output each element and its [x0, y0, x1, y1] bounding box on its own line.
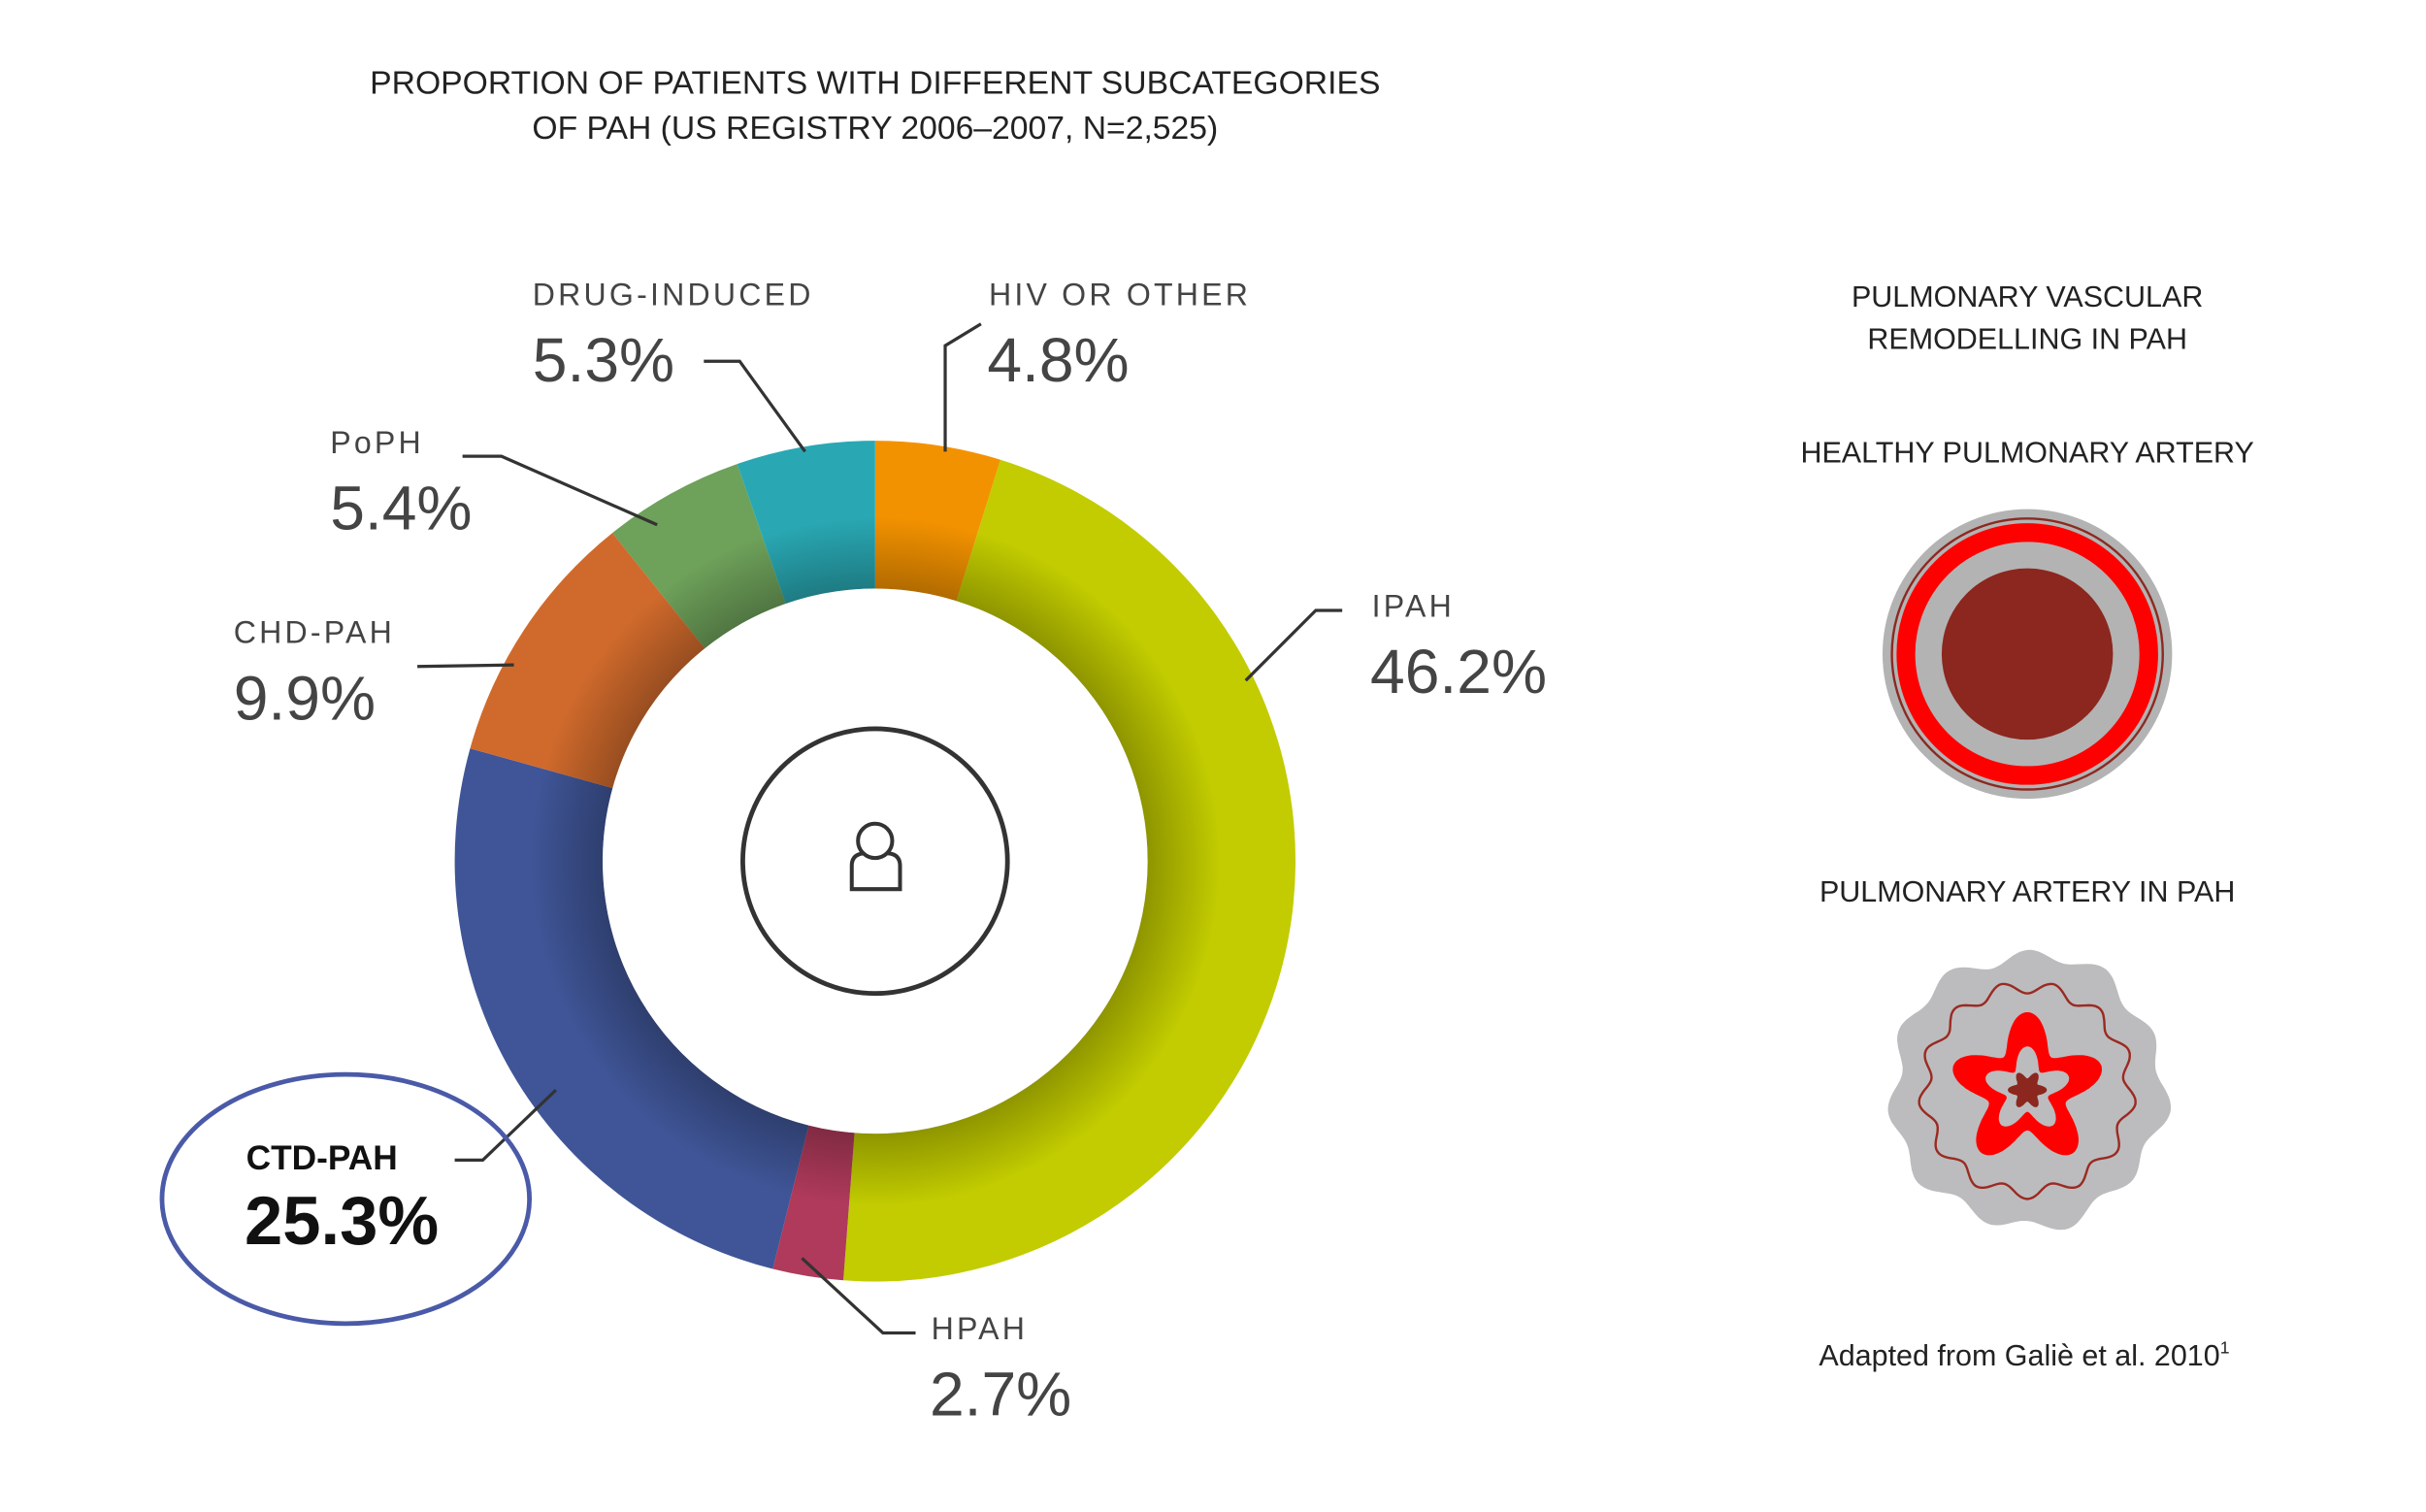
- value-chd: 9.9%: [234, 663, 376, 733]
- label-poph: PoPH: [330, 425, 424, 460]
- side-title-line-1: PULMONARY VASCULAR: [1852, 280, 2203, 313]
- source-superscript: 1: [2220, 1337, 2230, 1357]
- leader-ipah: [1244, 608, 1343, 682]
- side-title-line-2: REMODELLING IN PAH: [1867, 322, 2187, 355]
- healthy-artery-label: HEALTHY PULMONARY ARTERY: [1800, 437, 2253, 470]
- pah-artery-illustration: [1887, 949, 2172, 1231]
- value-drug-induced: 5.3%: [533, 325, 674, 395]
- pah-artery-label: PULMONARY ARTERY IN PAH: [1820, 875, 2235, 908]
- value-ctd: 25.3%: [245, 1182, 439, 1259]
- label-hpah: HPAH: [932, 1311, 1029, 1346]
- value-ipah: 46.2%: [1370, 637, 1547, 707]
- healthy-artery-illustration: [1882, 509, 2173, 800]
- leader-poph: [462, 454, 658, 527]
- value-hiv: 4.8%: [987, 325, 1129, 395]
- leader-hiv: [943, 322, 982, 452]
- pah-wavy-lamina: [1918, 982, 2137, 1200]
- label-ipah: IPAH: [1372, 588, 1455, 623]
- chart-title-line-1: PROPORTION OF PATIENTS WITH DIFFERENT SU…: [370, 65, 1380, 101]
- chart-title-line-2: OF PAH (US REGISTRY 2006–2007, N=2,525): [532, 111, 1218, 147]
- center-circle: [740, 726, 1010, 997]
- value-hpah: 2.7%: [930, 1360, 1071, 1430]
- leader-ctd: [454, 1089, 557, 1162]
- leader-chd: [417, 663, 514, 669]
- person-icon: [849, 821, 902, 892]
- source-citation: Adapted from Galiè et al. 20101: [1819, 1337, 2229, 1372]
- pah-lumen: [2008, 1072, 2048, 1107]
- label-hiv: HIV OR OTHER: [989, 277, 1251, 312]
- label-drug-induced: DRUG-INDUCED: [533, 277, 814, 312]
- leader-hpah: [801, 1257, 916, 1335]
- value-poph: 5.4%: [330, 474, 472, 543]
- leader-drug-induced: [704, 359, 806, 453]
- label-ctd: CTD-PAH: [246, 1139, 398, 1177]
- ctd-highlight-ellipse: [159, 1071, 533, 1327]
- source-text: Adapted from Galiè et al. 2010: [1819, 1339, 2219, 1372]
- label-chd: CHD-PAH: [234, 615, 395, 650]
